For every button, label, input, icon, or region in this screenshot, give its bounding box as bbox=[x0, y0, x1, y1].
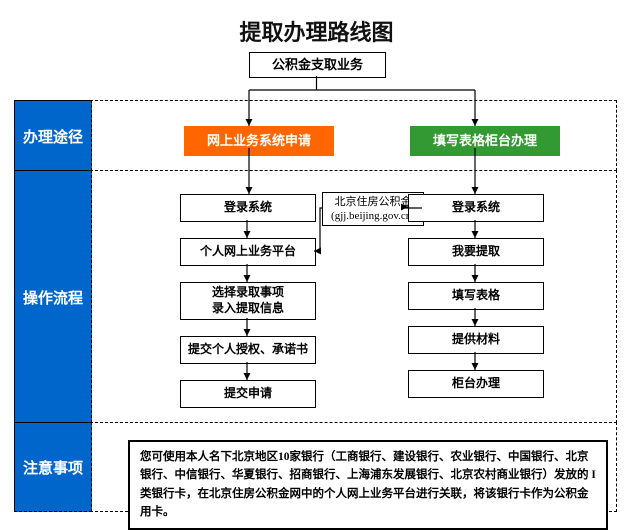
online-step: 个人网上业务平台 bbox=[180, 238, 316, 266]
sidebar-segment: 注意事项 bbox=[14, 422, 92, 512]
method-online: 网上业务系统申请 bbox=[184, 126, 334, 156]
method-counter: 填写表格柜台办理 bbox=[410, 126, 560, 156]
counter-step: 柜台办理 bbox=[408, 370, 544, 398]
counter-step: 登录系统 bbox=[408, 194, 544, 222]
online-step: 提交申请 bbox=[180, 380, 316, 408]
counter-step: 提供材料 bbox=[408, 326, 544, 354]
counter-step: 我要提取 bbox=[408, 238, 544, 266]
counter-step: 填写表格 bbox=[408, 282, 544, 310]
online-step: 提交个人授权、承诺书 bbox=[180, 336, 316, 364]
sidebar-segment: 办理途径 bbox=[14, 100, 92, 171]
online-step: 登录系统 bbox=[180, 194, 316, 222]
page-title: 提取办理路线图 bbox=[0, 15, 633, 47]
top-service-box: 公积金支取业务 bbox=[249, 52, 386, 78]
notes-box: 您可使用本人名下北京地区10家银行（工商银行、建设银行、农业银行、中国银行、北京… bbox=[128, 440, 608, 530]
sidebar-segment: 操作流程 bbox=[14, 170, 92, 423]
online-step: 选择录取事项录入提取信息 bbox=[180, 282, 316, 320]
